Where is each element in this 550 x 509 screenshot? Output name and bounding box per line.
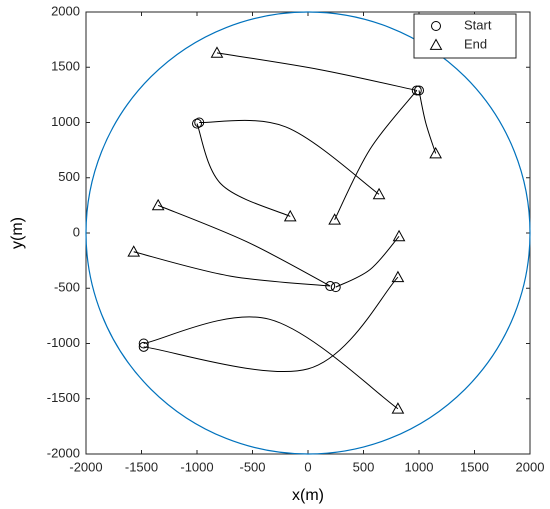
end-marker [127, 245, 141, 257]
trajectory [216, 52, 417, 91]
y-tick-label: -1500 [47, 390, 80, 405]
trajectory [199, 119, 380, 195]
trajectory [143, 276, 399, 373]
end-marker [392, 229, 406, 242]
y-tick-label: -500 [54, 280, 80, 295]
start-marker [192, 118, 202, 129]
y-tick-label: 0 [73, 224, 80, 239]
y-tick-label: 2000 [51, 3, 80, 18]
y-tick-label: 1500 [51, 59, 80, 74]
trajectory [334, 90, 418, 220]
x-tick-label: 1500 [460, 459, 489, 474]
y-axis-label: y(m) [9, 217, 26, 249]
end-marker [151, 198, 165, 211]
legend-marker [431, 21, 441, 31]
start-marker [138, 341, 149, 352]
x-tick-label: -1000 [180, 459, 213, 474]
end-marker [391, 402, 405, 414]
trajectory [133, 251, 331, 287]
end-marker [328, 213, 341, 225]
trajectory [143, 316, 399, 410]
x-tick-label: -1500 [125, 459, 158, 474]
legend-label: Start [464, 17, 492, 32]
start-marker [194, 117, 205, 128]
start-marker [414, 85, 424, 96]
x-tick-label: 0 [304, 459, 311, 474]
end-marker [429, 146, 442, 159]
end-marker [210, 46, 224, 58]
start-marker [138, 338, 149, 349]
y-tick-label: 500 [58, 169, 80, 184]
end-marker [283, 209, 297, 222]
start-marker [330, 282, 341, 293]
x-axis-label: x(m) [292, 487, 324, 504]
trajectory [335, 235, 400, 288]
trajectory [418, 90, 437, 154]
legend-box [413, 13, 517, 59]
start-marker [411, 85, 422, 96]
end-marker [391, 270, 405, 283]
legend-marker [429, 38, 443, 50]
y-tick-label: -1000 [47, 335, 80, 350]
trajectory [196, 123, 291, 217]
end-marker [372, 187, 386, 200]
x-tick-label: -500 [239, 459, 265, 474]
boundary-circle [85, 11, 531, 455]
x-tick-label: 2000 [516, 459, 545, 474]
x-tick-label: 1000 [405, 459, 434, 474]
y-tick-label: -2000 [47, 445, 80, 460]
y-tick-label: 1000 [51, 114, 80, 129]
x-tick-label: 500 [353, 459, 375, 474]
x-tick-label: -2000 [69, 459, 102, 474]
legend-label: End [464, 36, 487, 51]
start-marker [325, 281, 336, 292]
trajectory [157, 204, 331, 287]
